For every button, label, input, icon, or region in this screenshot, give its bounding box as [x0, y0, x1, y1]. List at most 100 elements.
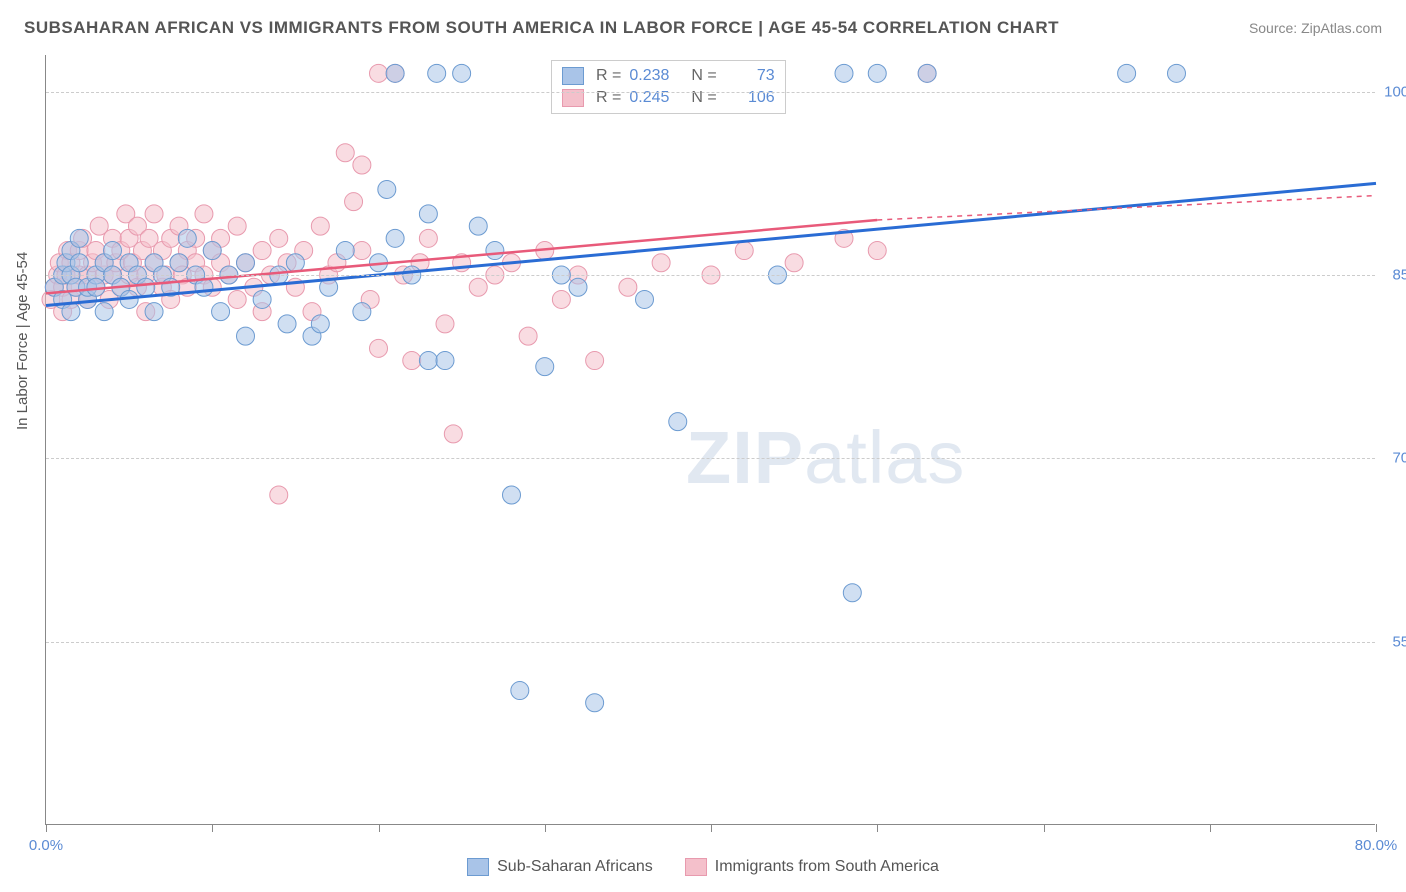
- data-point: [370, 64, 388, 82]
- swatch-pink-bottom: [685, 858, 707, 876]
- data-point: [428, 64, 446, 82]
- data-point: [178, 229, 196, 247]
- xtick-label: 80.0%: [1355, 837, 1398, 854]
- y-axis-label: In Labor Force | Age 45-54: [14, 252, 31, 430]
- data-point: [353, 156, 371, 174]
- legend-item-blue: Sub-Saharan Africans: [467, 858, 653, 876]
- data-point: [503, 486, 521, 504]
- data-point: [419, 205, 437, 223]
- r-value-blue: 0.238: [629, 67, 679, 85]
- data-point: [469, 278, 487, 296]
- data-point: [552, 290, 570, 308]
- data-point: [62, 303, 80, 321]
- bottom-legend: Sub-Saharan Africans Immigrants from Sou…: [0, 858, 1406, 876]
- gridline-h: [46, 458, 1375, 459]
- data-point: [1168, 64, 1186, 82]
- data-point: [619, 278, 637, 296]
- xtick: [877, 824, 878, 832]
- data-point: [378, 180, 396, 198]
- title-bar: SUBSAHARAN AFRICAN VS IMMIGRANTS FROM SO…: [24, 18, 1382, 38]
- r-label: R =: [596, 67, 621, 85]
- xtick: [212, 824, 213, 832]
- n-label: N =: [691, 67, 716, 85]
- xtick: [1376, 824, 1377, 832]
- data-point: [212, 303, 230, 321]
- data-point: [228, 217, 246, 235]
- data-point: [270, 229, 288, 247]
- data-point: [195, 205, 213, 223]
- data-point: [336, 242, 354, 260]
- legend-label-pink: Immigrants from South America: [715, 858, 939, 876]
- data-point: [519, 327, 537, 345]
- data-point: [145, 205, 163, 223]
- xtick: [711, 824, 712, 832]
- chart-title: SUBSAHARAN AFRICAN VS IMMIGRANTS FROM SO…: [24, 18, 1059, 38]
- data-point: [353, 242, 371, 260]
- scatter-svg: [46, 55, 1375, 824]
- data-point: [345, 193, 363, 211]
- data-point: [419, 229, 437, 247]
- data-point: [868, 64, 886, 82]
- data-point: [444, 425, 462, 443]
- data-point: [286, 254, 304, 272]
- data-point: [270, 486, 288, 504]
- legend-label-blue: Sub-Saharan Africans: [497, 858, 653, 876]
- data-point: [403, 352, 421, 370]
- gridline-h: [46, 642, 1375, 643]
- xtick-label: 0.0%: [29, 837, 63, 854]
- data-point: [469, 217, 487, 235]
- ytick-label: 100.0%: [1380, 83, 1406, 100]
- source-label: Source: ZipAtlas.com: [1249, 20, 1382, 36]
- ytick-label: 85.0%: [1380, 267, 1406, 284]
- stats-row-pink: R = 0.245 N = 106: [562, 87, 775, 109]
- data-point: [370, 339, 388, 357]
- data-point: [253, 290, 271, 308]
- stats-row-blue: R = 0.238 N = 73: [562, 65, 775, 87]
- data-point: [436, 315, 454, 333]
- gridline-h: [46, 275, 1375, 276]
- data-point: [203, 242, 221, 260]
- xtick: [545, 824, 546, 832]
- data-point: [636, 290, 654, 308]
- data-point: [70, 229, 88, 247]
- n-value-blue: 73: [725, 67, 775, 85]
- data-point: [170, 254, 188, 272]
- data-point: [336, 144, 354, 162]
- data-point: [586, 352, 604, 370]
- swatch-blue-bottom: [467, 858, 489, 876]
- data-point: [835, 64, 853, 82]
- gridline-h: [46, 92, 1375, 93]
- ytick-label: 70.0%: [1380, 450, 1406, 467]
- trend-line: [46, 183, 1376, 305]
- data-point: [486, 242, 504, 260]
- data-point: [228, 290, 246, 308]
- data-point: [95, 303, 113, 321]
- ytick-label: 55.0%: [1380, 633, 1406, 650]
- data-point: [652, 254, 670, 272]
- chart-plot-area: R = 0.238 N = 73 R = 0.245 N = 106 ZIPat…: [45, 55, 1375, 825]
- data-point: [453, 64, 471, 82]
- xtick: [46, 824, 47, 832]
- data-point: [918, 64, 936, 82]
- data-point: [1118, 64, 1136, 82]
- data-point: [145, 303, 163, 321]
- legend-item-pink: Immigrants from South America: [685, 858, 939, 876]
- data-point: [278, 315, 296, 333]
- xtick: [1044, 824, 1045, 832]
- xtick: [379, 824, 380, 832]
- data-point: [386, 229, 404, 247]
- trend-line-extrapolated: [877, 196, 1376, 220]
- stats-legend: R = 0.238 N = 73 R = 0.245 N = 106: [551, 60, 786, 114]
- data-point: [868, 242, 886, 260]
- data-point: [669, 413, 687, 431]
- data-point: [569, 278, 587, 296]
- swatch-blue: [562, 67, 584, 85]
- data-point: [536, 358, 554, 376]
- data-point: [386, 64, 404, 82]
- data-point: [843, 584, 861, 602]
- data-point: [70, 254, 88, 272]
- data-point: [137, 278, 155, 296]
- data-point: [785, 254, 803, 272]
- data-point: [419, 352, 437, 370]
- data-point: [586, 694, 604, 712]
